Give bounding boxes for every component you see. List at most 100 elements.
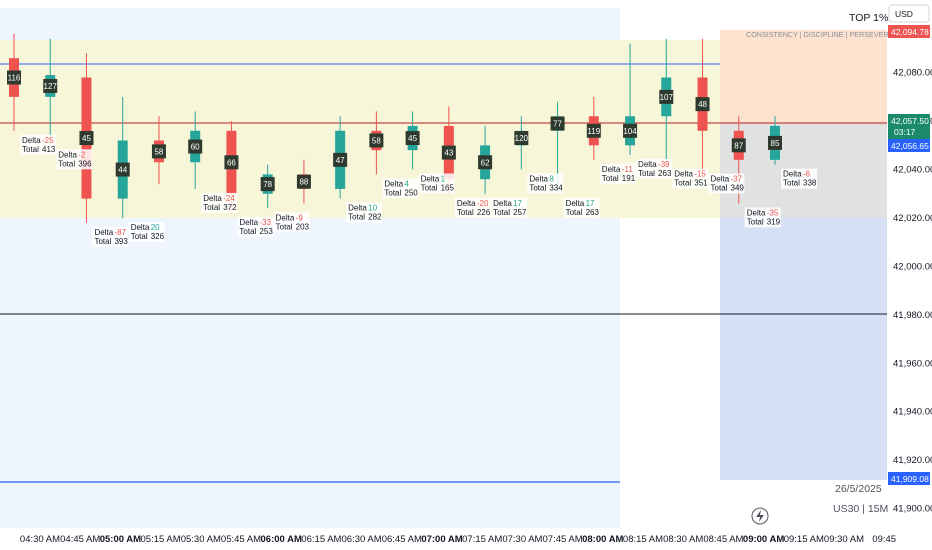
x-tick-label: 08:00 AM bbox=[582, 534, 623, 545]
total-caption: Total bbox=[276, 222, 293, 231]
poc-volume-label: 85 bbox=[771, 139, 780, 148]
mark-price-label: 42,056.65 bbox=[891, 141, 929, 151]
delta-value: -15 bbox=[694, 170, 706, 179]
delta-value: 17 bbox=[513, 199, 522, 208]
y-tick-label: 41,920.00 bbox=[893, 455, 932, 466]
delta-caption: Delta bbox=[348, 204, 367, 213]
time-axis[interactable] bbox=[0, 528, 887, 550]
poc-volume-label: 44 bbox=[118, 166, 127, 175]
total-caption: Total bbox=[457, 208, 474, 217]
y-tick-label: 42,080.00 bbox=[893, 68, 932, 79]
delta-caption: Delta bbox=[131, 223, 150, 232]
bottom-price-tag bbox=[888, 472, 930, 485]
total-caption: Total bbox=[566, 208, 583, 217]
total-value: 165 bbox=[441, 184, 455, 193]
total-caption: Total bbox=[203, 203, 220, 212]
poc-box bbox=[623, 123, 638, 138]
poc-box bbox=[405, 131, 420, 146]
delta-value: -24 bbox=[223, 194, 235, 203]
total-value: 413 bbox=[42, 145, 56, 154]
y-tick-label: 42,020.00 bbox=[893, 213, 932, 224]
delta-caption: Delta bbox=[94, 228, 113, 237]
y-tick-label: 41,900.00 bbox=[893, 504, 932, 515]
total-caption: Total bbox=[348, 213, 365, 222]
date-label: 26/5/2025 bbox=[835, 483, 882, 495]
poc-volume-label: 62 bbox=[481, 158, 490, 167]
poc-box bbox=[79, 131, 94, 146]
x-tick-label: 07:45 AM bbox=[543, 534, 583, 545]
delta-box bbox=[382, 178, 419, 199]
total-caption: Total bbox=[58, 159, 75, 168]
poc-volume-label: 58 bbox=[154, 147, 163, 156]
x-tick-label: 06:45 AM bbox=[382, 534, 422, 545]
y-tick-label: 41,940.00 bbox=[893, 407, 932, 418]
delta-value: -9 bbox=[296, 213, 304, 222]
delta-value: -87 bbox=[114, 228, 126, 237]
top-price-tag bbox=[888, 25, 930, 38]
lightning-icon[interactable] bbox=[751, 507, 769, 525]
delta-value: 17 bbox=[586, 199, 595, 208]
currency-button[interactable] bbox=[888, 4, 930, 23]
total-value: 226 bbox=[477, 208, 491, 217]
total-value: 334 bbox=[549, 184, 563, 193]
delta-value: -25 bbox=[42, 136, 54, 145]
total-caption: Total bbox=[493, 208, 510, 217]
total-caption: Total bbox=[384, 188, 401, 197]
total-caption: Total bbox=[602, 174, 619, 183]
delta-box bbox=[454, 197, 491, 218]
delta-box bbox=[563, 197, 600, 218]
total-value: 263 bbox=[658, 169, 672, 178]
poc-box bbox=[550, 116, 565, 131]
y-tick-label: 41,980.00 bbox=[893, 310, 932, 321]
poc-volume-label: 66 bbox=[227, 158, 236, 167]
price-axis[interactable] bbox=[887, 0, 932, 528]
last-price-tag bbox=[888, 114, 930, 139]
total-value: 253 bbox=[259, 227, 273, 236]
delta-value: 8 bbox=[549, 175, 554, 184]
total-value: 349 bbox=[731, 184, 745, 193]
x-tick-label: 09:15 AM bbox=[784, 534, 824, 545]
poc-volume-label: 119 bbox=[587, 127, 600, 136]
poc-volume-label: 87 bbox=[734, 141, 743, 150]
poc-box bbox=[151, 144, 166, 159]
x-tick-label: 05:15 AM bbox=[141, 534, 181, 545]
x-tick-label: 07:15 AM bbox=[462, 534, 502, 545]
y-tick-label: 42,040.00 bbox=[893, 165, 932, 176]
projection-zone-orange bbox=[720, 30, 887, 123]
delta-caption: Delta bbox=[747, 208, 766, 217]
top-badge: TOP 1% bbox=[849, 12, 888, 24]
poc-box bbox=[188, 139, 203, 154]
delta-box bbox=[56, 149, 93, 170]
delta-caption: Delta bbox=[602, 165, 621, 174]
delta-value: -33 bbox=[259, 218, 271, 227]
total-value: 203 bbox=[296, 222, 310, 231]
poc-box bbox=[514, 131, 529, 146]
countdown-label: 03:17 bbox=[894, 127, 916, 137]
projection-zone-lavender bbox=[720, 218, 887, 480]
delta-box bbox=[744, 207, 781, 228]
poc-box bbox=[695, 97, 710, 112]
delta-value: -39 bbox=[658, 160, 670, 169]
poc-volume-label: 127 bbox=[44, 82, 58, 91]
poc-box bbox=[260, 177, 275, 192]
poc-box bbox=[659, 89, 674, 104]
delta-box bbox=[418, 173, 455, 194]
x-tick-label: 06:00 AM bbox=[261, 534, 302, 545]
delta-box bbox=[273, 212, 310, 233]
delta-value: 1 bbox=[441, 175, 446, 184]
poc-box bbox=[731, 138, 746, 153]
poc-volume-label: 45 bbox=[82, 134, 91, 143]
delta-box bbox=[346, 202, 383, 223]
total-value: 282 bbox=[368, 213, 382, 222]
x-tick-label: 05:30 AM bbox=[181, 534, 221, 545]
poc-box bbox=[586, 123, 601, 138]
total-value: 319 bbox=[767, 217, 781, 226]
poc-volume-label: 60 bbox=[191, 143, 200, 152]
x-tick-label: 04:45 AM bbox=[60, 534, 100, 545]
poc-volume-label: 120 bbox=[515, 134, 529, 143]
total-value: 393 bbox=[114, 237, 128, 246]
x-tick-label: 05:00 AM bbox=[100, 534, 141, 545]
delta-caption: Delta bbox=[203, 194, 222, 203]
bottom-price-label: 41,909.08 bbox=[891, 474, 929, 484]
